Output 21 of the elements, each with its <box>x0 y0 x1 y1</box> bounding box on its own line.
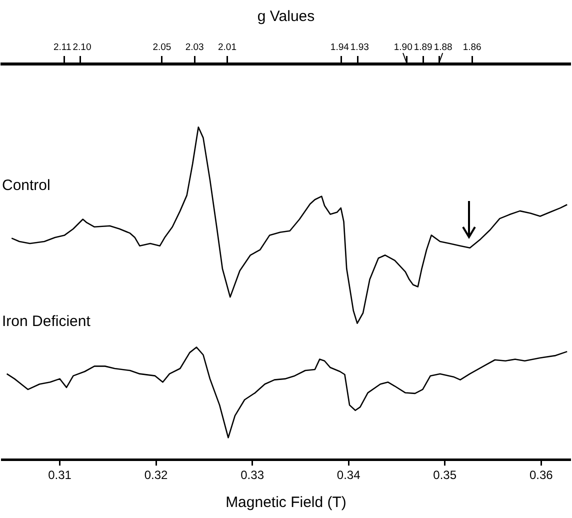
x-tick-label: 0.35 <box>433 468 457 482</box>
x2-tick-label: 1.86 <box>462 42 482 53</box>
x-tick-label: 0.31 <box>48 468 72 482</box>
x2-tick-label: 2.01 <box>218 42 236 53</box>
text: Control <box>2 177 50 194</box>
x2-tick-label: 1.89 <box>414 42 432 53</box>
x2-tick-label: 1.93 <box>350 42 369 53</box>
x2-axis-title: g Values <box>257 8 315 26</box>
x2-tick-label: 2.05 <box>152 42 172 53</box>
x2-tick-label: 2.10 <box>72 42 92 53</box>
x2-tick-label: 1.90 <box>394 42 412 53</box>
x2-tick-label: 2.11 <box>53 42 72 53</box>
x2-tick-label: 2.03 <box>185 42 204 53</box>
x-axis-title: Magnetic Field (T) <box>226 494 346 512</box>
text: Iron Deficient <box>2 312 92 330</box>
x-tick-label: 0.34 <box>336 468 361 482</box>
x2-tick-label: 1.88 <box>434 42 452 53</box>
x-tick-label: 0.32 <box>144 468 168 482</box>
x2-tick-label: 1.94 <box>330 42 349 53</box>
x-tick-label: 0.36 <box>529 468 554 482</box>
x-tick-label: 0.33 <box>240 468 264 482</box>
